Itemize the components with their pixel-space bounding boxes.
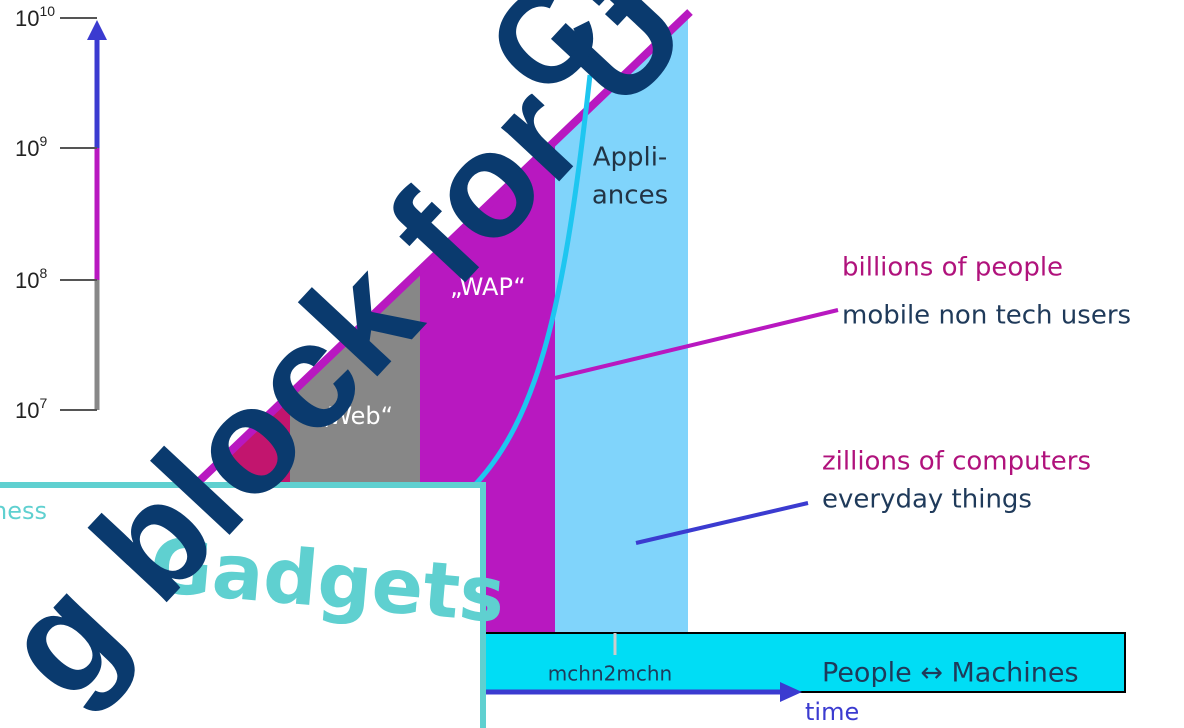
connector <box>554 308 839 380</box>
curve <box>468 74 593 492</box>
m2m-label: mchn2mchn <box>548 662 672 686</box>
wap-label: „WAP“ <box>450 273 526 301</box>
tick-exp: 8 <box>39 265 47 281</box>
gadgets-fragment: ness <box>0 497 47 525</box>
time-arrowhead <box>780 682 802 702</box>
tick-label: 108 <box>15 265 47 293</box>
gadgets-box <box>0 482 486 728</box>
appliances-label: ances <box>592 181 668 211</box>
tick-label: 107 <box>15 395 47 423</box>
axis-arrow <box>87 20 107 40</box>
bottom-bar <box>479 632 1126 693</box>
tick-exp: 9 <box>39 133 47 149</box>
tick-base: 10 <box>15 6 39 31</box>
diagonal <box>187 9 693 493</box>
callout-sub: mobile non tech users <box>842 301 1131 331</box>
web-label: „Web“ <box>319 402 393 430</box>
tick-label: 1010 <box>15 3 55 31</box>
tick-label: 109 <box>15 133 47 161</box>
callout-title: billions of people <box>842 253 1063 283</box>
people-machines: People ↔ Machines <box>822 658 1079 689</box>
tick-base: 10 <box>15 136 39 161</box>
appliances-label: Appli- <box>593 143 668 173</box>
callout-sub: everyday things <box>822 485 1032 515</box>
callout-title: zillions of computers <box>822 447 1091 477</box>
connector <box>635 501 809 545</box>
tick-exp: 10 <box>39 3 55 19</box>
tick-exp: 7 <box>39 395 47 411</box>
tick-base: 10 <box>15 398 39 423</box>
tick-base: 10 <box>15 268 39 293</box>
time-label: time <box>805 698 859 726</box>
appliances-region <box>555 12 688 633</box>
